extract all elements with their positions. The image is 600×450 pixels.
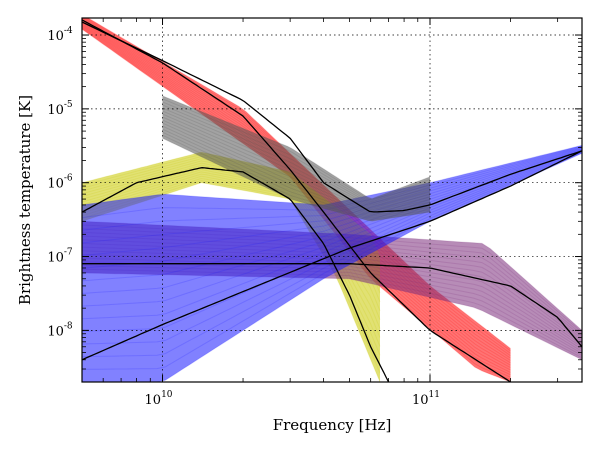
series-line-1 [82,19,511,382]
band-line [162,113,431,209]
y-tick-label: 10-5 [47,100,73,118]
band-line [82,147,582,269]
band-line [82,148,582,282]
band-line [162,104,431,204]
band-line [162,119,431,212]
band-line [162,122,431,214]
y-tick-base: 10 [47,324,64,339]
band-line [162,98,431,201]
band-line [162,101,431,203]
y-axis-label: Brightness temperature [K] [16,95,34,305]
x-tick-label: 1010 [145,390,173,408]
band-line [82,152,582,370]
x-axis-label: Frequency [Hz] [273,416,392,434]
series-line-4 [82,150,582,361]
y-tick-label: 10-4 [47,26,73,44]
y-tick-exponent: -5 [64,100,73,110]
y-tick-exponent: -6 [64,174,73,184]
y-tick-base: 10 [47,251,64,266]
band-line [162,134,431,221]
y-tick-exponent: -4 [64,26,73,36]
y-tick-exponent: -7 [64,248,73,258]
x-tick-base: 10 [145,393,162,408]
y-tick-base: 10 [47,103,64,118]
y-tick-base: 10 [47,177,64,192]
x-tick-exponent: 11 [429,390,440,400]
series-line-2 [82,167,390,382]
x-tick-base: 10 [412,393,429,408]
band-line [82,150,582,320]
band-line [82,146,582,244]
series-line-0 [82,21,582,213]
plot-frame [81,17,583,383]
band-line [162,137,431,222]
plot-area [82,18,582,382]
y-tick-label: 10-8 [47,321,73,339]
x-tick-label: 1011 [412,390,440,408]
x-tick-exponent: 10 [161,390,173,400]
y-tick-label: 10-6 [47,174,73,192]
y-tick-base: 10 [47,29,64,44]
band-line [162,128,431,217]
band-line [162,116,431,211]
band-line [162,131,431,219]
series-line-3 [82,263,582,348]
band-line [82,146,582,231]
band-line [82,149,582,307]
y-tick-label: 10-7 [47,248,73,266]
band-fill [162,95,430,222]
band-line [162,107,431,206]
band-line [162,95,431,200]
band-line [82,150,582,332]
y-tick-exponent: -8 [64,321,73,331]
band-line [162,110,431,208]
